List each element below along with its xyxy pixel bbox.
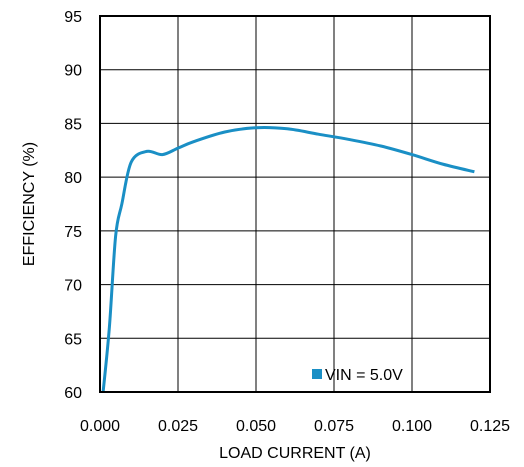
y-tick-label: 65 (64, 331, 82, 348)
y-tick-label: 80 (64, 170, 82, 187)
y-tick-label: 90 (64, 63, 82, 80)
x-tick-label: 0.075 (314, 418, 354, 435)
plot-frame (99, 15, 491, 393)
y-tick-label: 95 (64, 9, 82, 26)
x-tick-label: 0.025 (158, 418, 198, 435)
y-tick-label: 85 (64, 116, 82, 133)
legend-label: VIN = 5.0V (325, 367, 403, 384)
y-tick-label: 70 (64, 278, 82, 295)
y-tick-label: 75 (64, 224, 82, 241)
series-layer (101, 126, 475, 393)
x-tick-label: 0.050 (236, 418, 276, 435)
legend: VIN = 5.0V (312, 367, 403, 384)
x-axis-title: LOAD CURRENT (A) (219, 445, 371, 462)
legend-swatch (312, 369, 322, 379)
x-tick-label: 0.000 (80, 418, 120, 435)
x-tick-label: 0.125 (470, 418, 510, 435)
efficiency-series-line (101, 126, 475, 393)
y-tick-label: 60 (64, 385, 82, 402)
tick-labels: 0.000 0.025 0.050 0.075 0.100 0.125 60 65 70 75 80… (64, 9, 510, 435)
x-tick-label: 0.100 (392, 418, 432, 435)
y-axis-title: EFFICIENCY (%) (21, 142, 38, 266)
